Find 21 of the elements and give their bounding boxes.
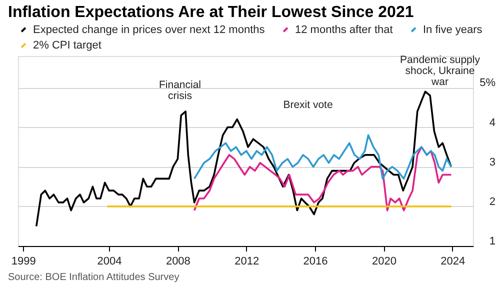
y-tick-label: 5% bbox=[480, 77, 496, 90]
x-tick-label: 2020 bbox=[372, 256, 396, 268]
y-tick-label: 4 bbox=[489, 116, 496, 129]
legend-label: Expected change in prices over next 12 months bbox=[33, 24, 266, 36]
y-tick-label: 2 bbox=[489, 196, 496, 208]
annotation: Brexit vote bbox=[283, 99, 333, 111]
annotation: Financial crisis bbox=[158, 79, 202, 102]
source-note: Source: BOE Inflation Attitudes Survey bbox=[8, 272, 180, 283]
annotation: Pandemic supply shock, Ukraine war bbox=[400, 54, 481, 88]
legend-label: 2% CPI target bbox=[33, 40, 102, 52]
chart-title: Inflation Expectations Are at Their Lowest Since 2021 bbox=[8, 4, 414, 21]
legend-label: 12 months after that bbox=[295, 24, 393, 36]
y-tick-label: 1 bbox=[489, 236, 496, 248]
x-tick-label: 2024 bbox=[440, 256, 466, 268]
x-tick-label: 2008 bbox=[166, 256, 190, 268]
x-tick-label: 2004 bbox=[97, 256, 122, 268]
legend-label: In five years bbox=[423, 24, 483, 36]
x-tick-label: 1999 bbox=[11, 256, 36, 268]
x-tick-label: 2016 bbox=[303, 256, 328, 268]
x-tick-label: 2012 bbox=[234, 256, 260, 268]
y-tick-label: 3 bbox=[489, 156, 496, 168]
